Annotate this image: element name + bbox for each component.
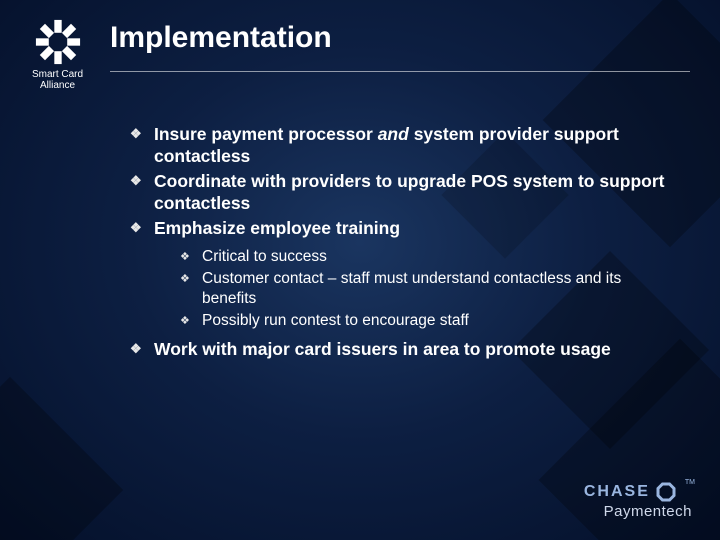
- bullet-text: Work with major card issuers in area to …: [154, 339, 611, 359]
- chase-wordmark: CHASE: [584, 483, 650, 501]
- list-item: Critical to success: [180, 247, 670, 267]
- bullet-text-em: and: [378, 124, 409, 144]
- bullet-text: Insure payment processor: [154, 124, 378, 144]
- chase-paymentech-logo: CHASE TM Paymentech: [584, 482, 692, 520]
- slide: Smart Card Alliance Implementation Insur…: [0, 0, 720, 540]
- header: Smart Card Alliance Implementation: [20, 15, 690, 91]
- bullet-text: Emphasize employee training: [154, 218, 400, 238]
- sub-bullet-list: Critical to success Customer contact – s…: [180, 247, 670, 332]
- bullet-text: Possibly run contest to encourage staff: [202, 312, 469, 329]
- list-item: Work with major card issuers in area to …: [130, 338, 670, 360]
- logo-line1: Smart Card: [32, 69, 83, 80]
- list-item: Insure payment processor and system prov…: [130, 123, 670, 168]
- bullet-text: Critical to success: [202, 248, 327, 265]
- bullet-text: Customer contact – staff must understand…: [202, 270, 621, 307]
- logo-line2: Alliance: [40, 80, 75, 91]
- list-item: Emphasize employee training Critical to …: [130, 217, 670, 332]
- bullet-list: Insure payment processor and system prov…: [130, 123, 670, 360]
- logo-text: Smart Card Alliance: [32, 69, 83, 91]
- title-rule: [110, 71, 690, 72]
- chase-octagon-icon: [656, 482, 676, 502]
- list-item: Coordinate with providers to upgrade POS…: [130, 170, 670, 215]
- list-item: Possibly run contest to encourage staff: [180, 311, 670, 331]
- trademark: TM: [685, 479, 695, 486]
- bullet-text: Coordinate with providers to upgrade POS…: [154, 171, 664, 213]
- paymentech-wordmark: Paymentech: [604, 503, 692, 520]
- content: Insure payment processor and system prov…: [130, 123, 670, 360]
- page-title: Implementation: [110, 21, 690, 55]
- pinwheel-icon: [35, 19, 81, 65]
- smart-card-alliance-logo: Smart Card Alliance: [20, 15, 95, 91]
- list-item: Customer contact – staff must understand…: [180, 269, 670, 309]
